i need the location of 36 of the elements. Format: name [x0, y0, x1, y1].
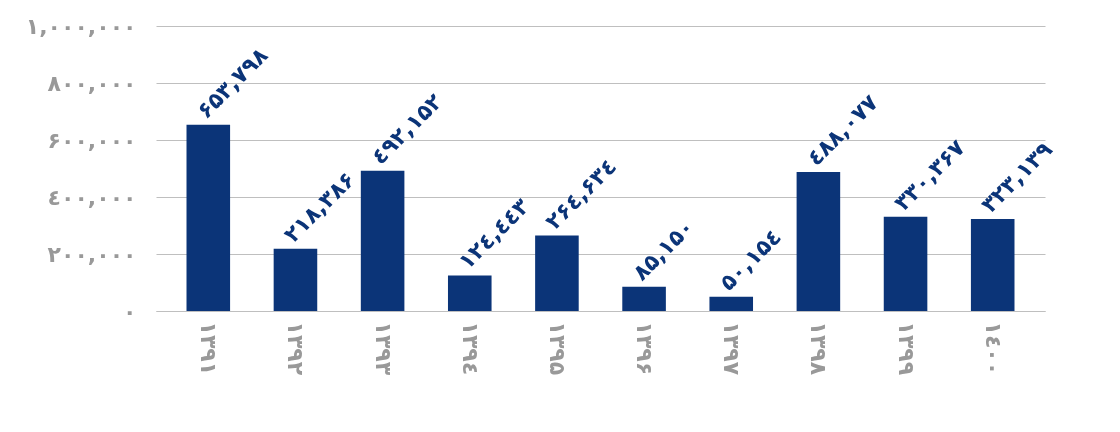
- data-label: ۸۵,۱۵۰: [627, 214, 699, 286]
- x-tick-label: ۱۳۹۵: [544, 321, 570, 376]
- bar: [883, 216, 928, 311]
- x-tick-label: ۱۳۹۹: [893, 321, 919, 376]
- bar: [796, 171, 841, 311]
- bar: [273, 248, 318, 311]
- data-label: ۳۲۳,۱۳۹: [976, 136, 1058, 218]
- y-tick-label: ۸۰۰,۰۰۰: [47, 70, 137, 96]
- x-tick-label: ۱۳۹٤: [457, 321, 483, 376]
- bar: [709, 296, 754, 311]
- y-tick-label: ٤۰۰,۰۰۰: [47, 184, 137, 210]
- x-tick-label: ۱٤۰۰: [980, 321, 1006, 376]
- x-tick-label: ۱۳۹۲: [283, 321, 309, 376]
- data-label: ۱۲٤,٤٤۳: [453, 193, 535, 275]
- x-tick-label: ۱۳۹۸: [806, 321, 832, 376]
- bar: [622, 286, 666, 311]
- bar: [535, 235, 579, 311]
- data-label: ۶۵۳,۷۹۸: [192, 42, 273, 124]
- x-tick-label: ۱۳۹۷: [719, 321, 745, 376]
- data-label: ٤۹۲,۱۵۲: [366, 88, 448, 170]
- y-tick-label: ۶۰۰,۰۰۰: [47, 127, 137, 153]
- x-tick-label: ۱۳۹۳: [370, 321, 396, 376]
- data-label: ۳۳۰,۳۶۷: [889, 134, 971, 216]
- x-tick-label: ۱۳۹۶: [632, 321, 658, 376]
- data-label: ۵۰,۱۵٤: [714, 224, 787, 296]
- data-label: ۲۱۸,۳۸۶: [279, 166, 360, 248]
- bar: [360, 170, 405, 311]
- bar: [447, 275, 492, 311]
- data-label: ۲۶٤,۶۳٤: [540, 153, 622, 235]
- y-tick-label: ۱,۰۰۰,۰۰۰: [25, 13, 137, 39]
- data-label: ٤۸۸,۰۷۷: [802, 89, 884, 171]
- x-tick-label: ۱۳۹۱: [196, 321, 222, 376]
- bar: [186, 124, 231, 311]
- y-tick-label: ۰: [123, 298, 137, 324]
- bar: [970, 218, 1015, 311]
- y-tick-label: ۲۰۰,۰۰۰: [47, 241, 137, 267]
